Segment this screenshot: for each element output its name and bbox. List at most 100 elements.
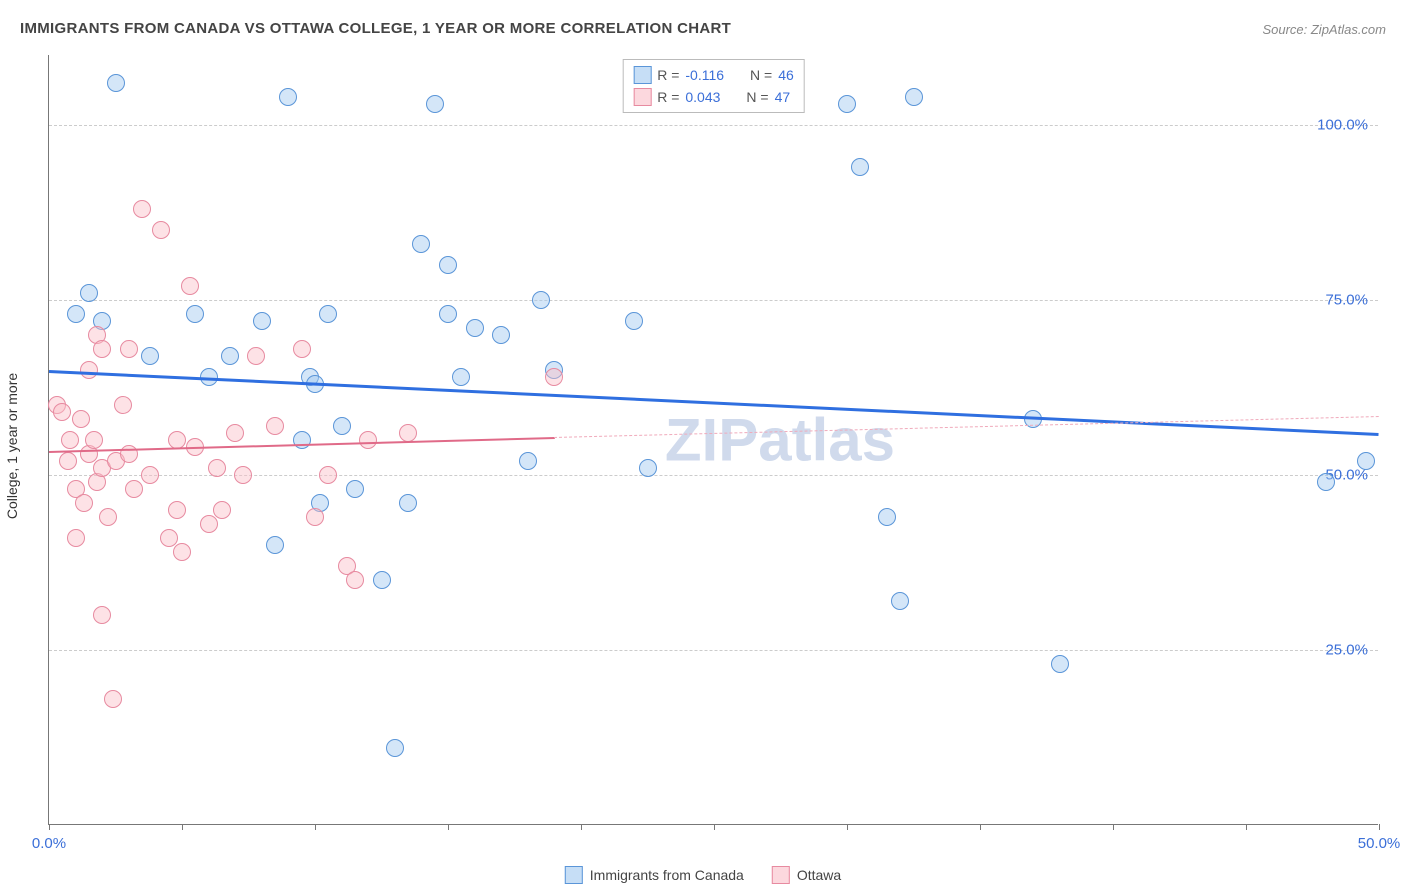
- data-point-canada: [399, 494, 417, 512]
- data-point-canada: [279, 88, 297, 106]
- y-tick-label: 25.0%: [1325, 642, 1368, 659]
- data-point-ottawa: [160, 529, 178, 547]
- y-axis-title: College, 1 year or more: [4, 373, 20, 519]
- source-label: Source:: [1262, 22, 1310, 37]
- data-point-ottawa: [125, 480, 143, 498]
- x-tick: [182, 824, 183, 830]
- source-attribution: Source: ZipAtlas.com: [1262, 22, 1386, 37]
- data-point-canada: [838, 95, 856, 113]
- data-point-canada: [293, 431, 311, 449]
- data-point-canada: [107, 74, 125, 92]
- data-point-canada: [412, 235, 430, 253]
- x-tick: [315, 824, 316, 830]
- data-point-ottawa: [181, 277, 199, 295]
- legend-swatch-blue: [565, 866, 583, 884]
- data-point-canada: [439, 256, 457, 274]
- data-point-ottawa: [306, 508, 324, 526]
- gridline-h: [49, 300, 1378, 301]
- data-point-canada: [426, 95, 444, 113]
- x-tick: [448, 824, 449, 830]
- data-point-ottawa: [266, 417, 284, 435]
- data-point-canada: [266, 536, 284, 554]
- data-point-canada: [386, 739, 404, 757]
- source-value: ZipAtlas.com: [1311, 22, 1386, 37]
- data-point-canada: [221, 347, 239, 365]
- data-point-canada: [67, 305, 85, 323]
- data-point-canada: [373, 571, 391, 589]
- data-point-ottawa: [173, 543, 191, 561]
- data-point-ottawa: [359, 431, 377, 449]
- data-point-canada: [851, 158, 869, 176]
- x-tick-label: 0.0%: [32, 835, 66, 852]
- data-point-ottawa: [80, 361, 98, 379]
- legend-n-value: 46: [778, 67, 794, 83]
- data-point-ottawa: [133, 200, 151, 218]
- legend-item-ottawa: Ottawa: [772, 866, 841, 884]
- legend-row: R = 0.043 N = 47: [633, 86, 794, 108]
- data-point-canada: [891, 592, 909, 610]
- data-point-ottawa: [120, 340, 138, 358]
- x-tick: [49, 824, 50, 830]
- data-point-canada: [346, 480, 364, 498]
- data-point-ottawa: [168, 501, 186, 519]
- legend-r-value: -0.116: [685, 67, 724, 83]
- data-point-ottawa: [234, 466, 252, 484]
- y-tick-label: 100.0%: [1317, 117, 1368, 134]
- data-point-canada: [319, 305, 337, 323]
- data-point-ottawa: [226, 424, 244, 442]
- data-point-ottawa: [61, 431, 79, 449]
- x-tick: [980, 824, 981, 830]
- watermark: ZIPatlas: [665, 405, 895, 474]
- legend-r-label: R =: [657, 89, 679, 105]
- legend-r-value: 0.043: [685, 89, 720, 105]
- data-point-ottawa: [213, 501, 231, 519]
- gridline-h: [49, 125, 1378, 126]
- data-point-canada: [1051, 655, 1069, 673]
- data-point-ottawa: [93, 340, 111, 358]
- x-tick: [847, 824, 848, 830]
- data-point-ottawa: [200, 515, 218, 533]
- data-point-canada: [625, 312, 643, 330]
- gridline-h: [49, 650, 1378, 651]
- data-point-canada: [141, 347, 159, 365]
- correlation-legend: R = -0.116 N = 46 R = 0.043 N = 47: [622, 59, 805, 113]
- legend-row: R = -0.116 N = 46: [633, 64, 794, 86]
- legend-label: Ottawa: [797, 867, 841, 883]
- x-tick: [714, 824, 715, 830]
- legend-swatch-pink: [633, 88, 651, 106]
- watermark-text: ZIPatlas: [665, 406, 895, 473]
- x-tick-label: 50.0%: [1358, 835, 1401, 852]
- data-point-canada: [492, 326, 510, 344]
- data-point-canada: [80, 284, 98, 302]
- data-point-canada: [452, 368, 470, 386]
- x-tick: [581, 824, 582, 830]
- data-point-canada: [1317, 473, 1335, 491]
- data-point-canada: [878, 508, 896, 526]
- data-point-ottawa: [104, 690, 122, 708]
- x-tick: [1246, 824, 1247, 830]
- x-tick: [1113, 824, 1114, 830]
- data-point-canada: [905, 88, 923, 106]
- data-point-ottawa: [399, 424, 417, 442]
- legend-n-value: 47: [775, 89, 791, 105]
- legend-n-label: N =: [750, 67, 772, 83]
- scatter-plot-area: ZIPatlas R = -0.116 N = 46 R = 0.043 N =…: [48, 55, 1378, 825]
- data-point-ottawa: [152, 221, 170, 239]
- data-point-ottawa: [346, 571, 364, 589]
- legend-swatch-blue: [633, 66, 651, 84]
- data-point-ottawa: [53, 403, 71, 421]
- data-point-canada: [253, 312, 271, 330]
- chart-title: IMMIGRANTS FROM CANADA VS OTTAWA COLLEGE…: [20, 20, 731, 37]
- data-point-ottawa: [545, 368, 563, 386]
- series-legend: Immigrants from Canada Ottawa: [565, 866, 841, 884]
- data-point-canada: [519, 452, 537, 470]
- data-point-canada: [439, 305, 457, 323]
- legend-n-label: N =: [746, 89, 768, 105]
- x-tick: [1379, 824, 1380, 830]
- data-point-canada: [639, 459, 657, 477]
- data-point-canada: [466, 319, 484, 337]
- trend-line: [49, 370, 1379, 435]
- data-point-ottawa: [93, 606, 111, 624]
- data-point-ottawa: [59, 452, 77, 470]
- legend-item-canada: Immigrants from Canada: [565, 866, 744, 884]
